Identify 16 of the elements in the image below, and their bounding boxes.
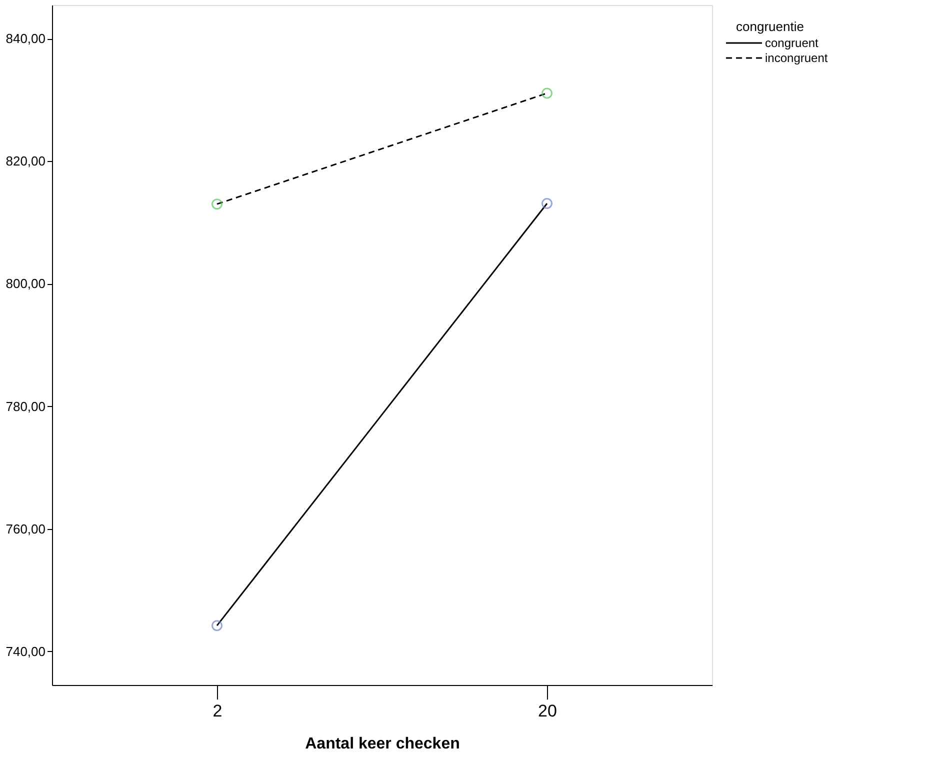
y-tick-label: 740,00 <box>6 644 46 659</box>
point <box>212 620 222 632</box>
point <box>542 88 552 99</box>
y-tick-label: 820,00 <box>6 154 46 169</box>
x-tick-label: 2 <box>212 702 222 720</box>
point <box>542 198 552 209</box>
legend-title: congruentie <box>736 19 804 34</box>
legend-label: incongruent <box>765 51 828 65</box>
point <box>212 198 222 210</box>
x-axis-title: Aantal keer checken <box>305 736 460 752</box>
y-tick-label: 780,00 <box>6 398 46 414</box>
y-tick-label: 840,00 <box>6 31 46 46</box>
y-tick-label: 800,00 <box>6 276 46 292</box>
y-tick-label: 760,00 <box>6 521 46 536</box>
legend-label: congruent <box>765 36 820 50</box>
x-tick-label: 20 <box>538 702 557 720</box>
